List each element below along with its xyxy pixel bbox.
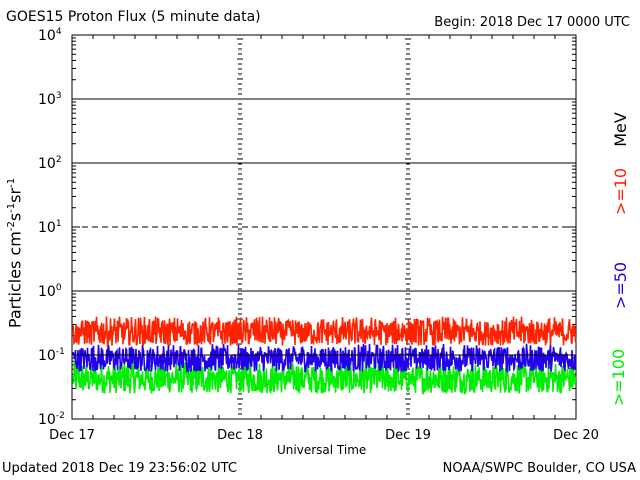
x-tick-label-3: Dec 20 <box>553 428 599 443</box>
y-tick-label-5: 103 <box>38 91 62 108</box>
legend-item-50mev: >=50 <box>611 261 631 310</box>
series-line-2 <box>72 361 577 395</box>
x-axis-title: Universal Time <box>277 443 367 457</box>
chart-title: GOES15 Proton Flux (5 minute data) <box>6 9 261 25</box>
begin-time-label: Begin: 2018 Dec 17 0000 UTC <box>434 15 630 30</box>
y-tick-label-0: 10-2 <box>38 411 65 428</box>
credit-label: NOAA/SWPC Boulder, CO USA <box>442 461 636 476</box>
y-tick-label-2: 100 <box>38 283 62 300</box>
series-line-0 <box>72 316 577 348</box>
y-tick-label-6: 104 <box>38 27 62 44</box>
y-tick-label-4: 102 <box>38 155 62 172</box>
series-line-1 <box>72 343 577 374</box>
legend-unit-mev: MeV <box>610 112 630 147</box>
updated-timestamp: Updated 2018 Dec 19 23:56:02 UTC <box>2 461 237 476</box>
y-tick-label-1: 10-1 <box>38 347 65 364</box>
legend-item-100mev: >=100 <box>609 348 629 407</box>
legend-item-10mev: >=10 <box>611 167 631 216</box>
x-tick-label-0: Dec 17 <box>49 428 95 443</box>
y-tick-label-3: 101 <box>38 219 62 236</box>
x-tick-label-2: Dec 19 <box>385 428 431 443</box>
x-tick-label-1: Dec 18 <box>217 428 263 443</box>
